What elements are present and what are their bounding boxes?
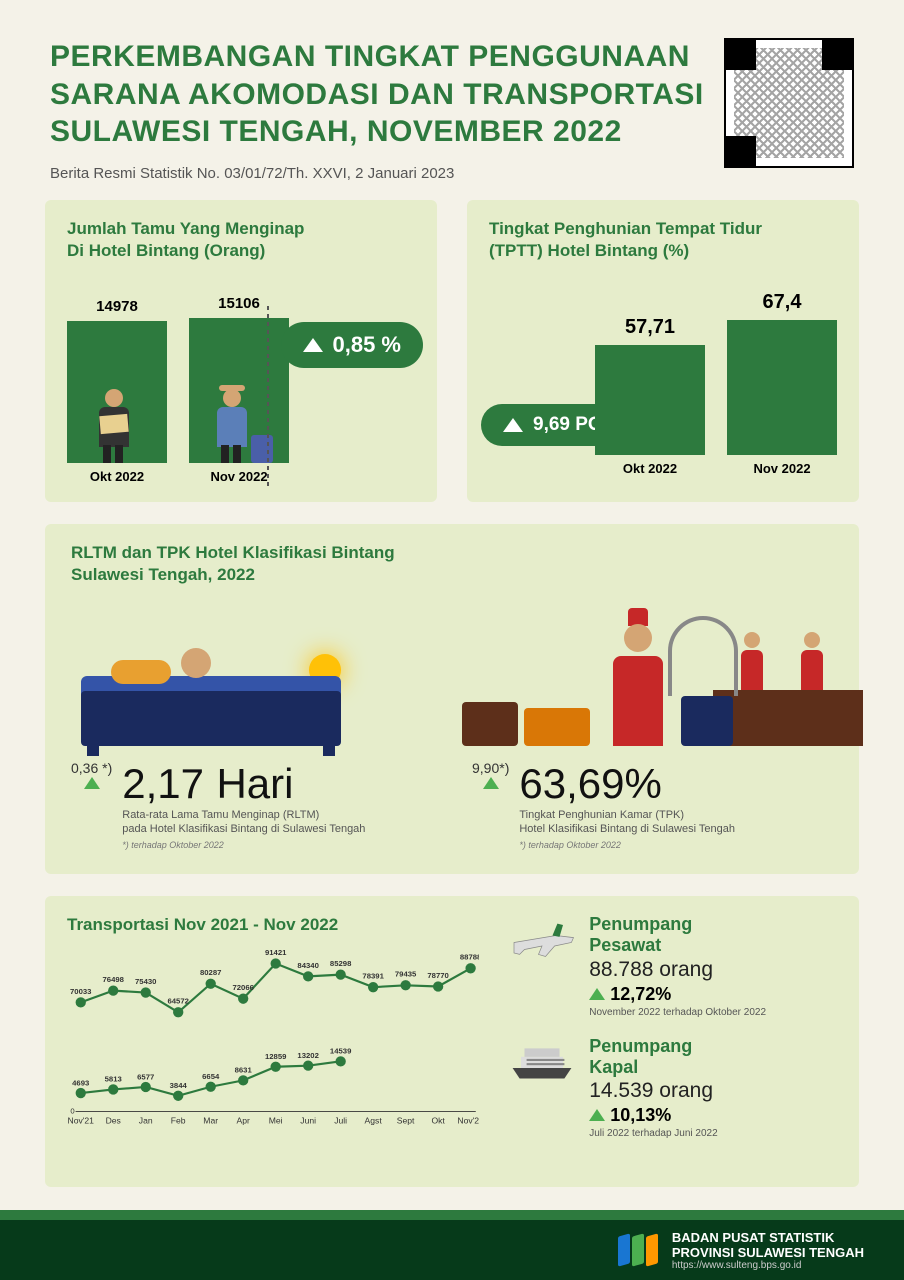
footer: BADAN PUSAT STATISTIK PROVINSI SULAWESI … (0, 1210, 904, 1280)
svg-text:91421: 91421 (265, 947, 287, 956)
svg-text:Sept: Sept (397, 1115, 415, 1125)
qr-code (724, 38, 854, 168)
svg-text:Okt: Okt (431, 1115, 445, 1125)
transport-panel: Transportasi Nov 2021 - Nov 2022 70033 76… (45, 896, 859, 1186)
plane-stat: PenumpangPesawat 88.788 orang 12,72% Nov… (507, 914, 837, 1017)
up-arrow-icon (503, 418, 523, 432)
svg-text:Jan: Jan (139, 1115, 153, 1125)
svg-text:72066: 72066 (232, 983, 254, 992)
svg-text:80287: 80287 (200, 968, 221, 977)
header: PERKEMBANGAN TINGKAT PENGGUNAAN SARANA A… (0, 0, 904, 200)
svg-text:6654: 6654 (202, 1072, 220, 1081)
luggage-icon (681, 696, 733, 746)
guest-panel: Jumlah Tamu Yang Menginap Di Hotel Binta… (45, 200, 437, 502)
main-title: PERKEMBANGAN TINGKAT PENGGUNAAN SARANA A… (50, 38, 704, 151)
svg-text:8631: 8631 (235, 1065, 253, 1074)
traveler-map-icon (99, 414, 128, 434)
bellhop-icon (613, 656, 663, 746)
ship-icon (507, 1036, 577, 1086)
tptt-panel: Tingkat Penghunian Tempat Tidur (TPTT) H… (467, 200, 859, 502)
guest-bar-chart: 14978 Okt 2022 15106 (67, 274, 415, 484)
bed-illustration (71, 596, 442, 746)
svg-text:Juni: Juni (300, 1115, 316, 1125)
svg-text:Apr: Apr (237, 1115, 250, 1125)
svg-text:Des: Des (106, 1115, 121, 1125)
svg-text:78391: 78391 (362, 971, 384, 980)
bps-logo-icon (618, 1235, 658, 1265)
tpk-stat: 9,90*) 63,69% Tingkat Penghunian Kamar (… (472, 760, 833, 851)
guest-delta-badge: 0,85 % (281, 322, 424, 368)
svg-text:70033: 70033 (70, 986, 92, 995)
luggage-icon (462, 702, 518, 746)
up-arrow-icon (589, 1109, 605, 1121)
svg-text:14539: 14539 (330, 1046, 351, 1055)
svg-text:Nov'21: Nov'21 (68, 1115, 95, 1125)
svg-text:Mar: Mar (203, 1115, 218, 1125)
up-arrow-icon (84, 777, 100, 789)
svg-text:5813: 5813 (105, 1074, 123, 1083)
svg-text:84340: 84340 (297, 960, 318, 969)
receptionist-icon (801, 650, 823, 690)
up-arrow-icon (483, 777, 499, 789)
subtitle: Berita Resmi Statistik No. 03/01/72/Th. … (50, 165, 704, 182)
svg-text:Agst: Agst (365, 1115, 383, 1125)
svg-text:12859: 12859 (265, 1052, 286, 1061)
svg-text:6577: 6577 (137, 1072, 154, 1081)
transport-line-chart: 70033 76498 75430 64572 80287 72066 91421 84340… (67, 945, 479, 1173)
up-arrow-icon (589, 988, 605, 1000)
svg-text:Mei: Mei (269, 1115, 283, 1125)
rltm-tpk-panel: RLTM dan TPK Hotel Klasifikasi Bintang S… (45, 524, 859, 875)
svg-text:76498: 76498 (102, 975, 124, 984)
suitcase-icon (251, 435, 273, 463)
ship-stat: PenumpangKapal 14.539 orang 10,13% Juli … (507, 1036, 837, 1139)
luggage-icon (524, 708, 590, 746)
svg-text:85298: 85298 (330, 959, 352, 968)
svg-text:Nov'22: Nov'22 (457, 1115, 479, 1125)
airplane-icon (507, 914, 577, 964)
svg-text:64572: 64572 (167, 996, 188, 1005)
tptt-bar-chart: 9,69 POIN 57,71 Okt 2022 67,4 Nov 2022 (489, 276, 837, 476)
svg-text:79435: 79435 (395, 969, 417, 978)
svg-text:3844: 3844 (170, 1081, 188, 1090)
svg-text:88788: 88788 (460, 952, 479, 961)
up-arrow-icon (303, 338, 323, 352)
svg-text:Feb: Feb (171, 1115, 186, 1125)
receptionist-icon (741, 650, 763, 690)
rltm-stat: 0,36 *) 2,17 Hari Rata-rata Lama Tamu Me… (71, 760, 432, 851)
luggage-cart-icon (668, 616, 738, 696)
svg-text:0: 0 (70, 1106, 74, 1115)
svg-text:Juli: Juli (334, 1115, 347, 1125)
hotel-lobby-illustration (462, 596, 833, 746)
svg-text:4693: 4693 (72, 1078, 90, 1087)
transport-title: Transportasi Nov 2021 - Nov 2022 (67, 914, 479, 936)
svg-text:13202: 13202 (297, 1050, 318, 1059)
svg-text:75430: 75430 (135, 977, 156, 986)
svg-text:78770: 78770 (427, 970, 448, 979)
